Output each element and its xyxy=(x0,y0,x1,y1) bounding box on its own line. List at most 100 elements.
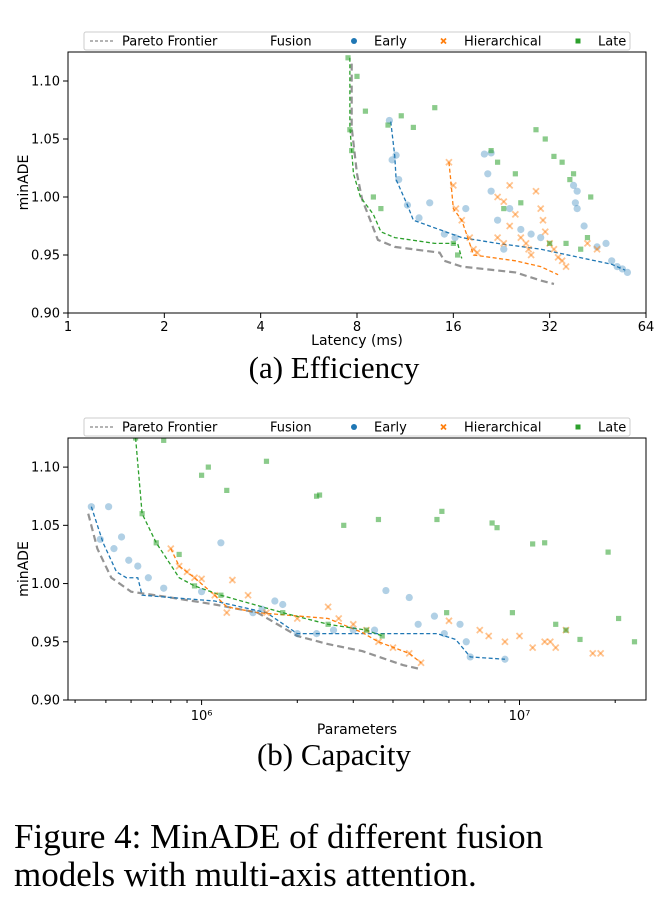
early-point xyxy=(451,234,459,242)
hierarchical-point xyxy=(405,649,413,658)
hierarchical-point xyxy=(449,181,457,190)
legend-fusion-label: Fusion xyxy=(270,421,312,436)
hierarchical-point xyxy=(558,257,566,265)
hierarchical-point xyxy=(506,222,514,230)
late-point xyxy=(410,124,416,130)
early-point xyxy=(426,199,434,207)
late-point xyxy=(542,540,548,546)
late-point xyxy=(570,171,577,177)
late-point xyxy=(363,627,370,633)
figure-caption-line-1: Figure 4: MinADE of different fusion xyxy=(14,817,543,856)
late-point xyxy=(432,105,438,111)
early-point xyxy=(415,214,423,222)
late-point xyxy=(379,633,385,639)
hierarchical-point xyxy=(293,614,301,623)
hierarchical-point xyxy=(501,638,509,646)
late-point xyxy=(191,583,198,589)
hierarchical-point xyxy=(211,591,219,599)
early-point xyxy=(440,230,448,238)
early-point xyxy=(258,605,266,613)
late-point xyxy=(605,549,611,555)
late-point xyxy=(280,610,286,616)
early-point xyxy=(96,535,104,543)
late-point xyxy=(518,200,524,206)
legend-late-swatch xyxy=(575,38,581,44)
legend-early-label: Early xyxy=(374,421,407,436)
late-point xyxy=(349,148,355,154)
late-point xyxy=(362,108,369,114)
late-point xyxy=(494,159,501,165)
late-point xyxy=(139,511,145,517)
late-point xyxy=(631,639,638,645)
early-point xyxy=(160,584,168,592)
hierarchical-point xyxy=(190,574,199,582)
hierarchical-point xyxy=(374,638,383,646)
early-point xyxy=(500,245,508,253)
x-axis-label: Latency (ms) xyxy=(311,333,403,349)
legend-late-label: Late xyxy=(598,35,626,50)
hierarchical-point xyxy=(506,181,514,190)
y-tick-label: 1.05 xyxy=(31,133,60,148)
hierarchical-point xyxy=(445,617,453,625)
late-point xyxy=(132,438,139,441)
early-point xyxy=(117,533,126,541)
late-point xyxy=(542,136,548,142)
efficiency-chart: 0.90 0.95 1.00 1.05 1.10 1 2 4 8 16 32 64 Latency (m… xyxy=(16,31,654,349)
early-point xyxy=(349,626,357,634)
late-point xyxy=(567,177,573,183)
late-point xyxy=(439,508,445,514)
hierarchical-point xyxy=(466,233,474,242)
y-tick-label: 1.00 xyxy=(31,577,60,592)
y-tick-label: 1.10 xyxy=(31,461,60,476)
late-point xyxy=(551,153,557,159)
late-point xyxy=(198,472,205,478)
legend-hierarchical-label: Hierarchical xyxy=(464,35,541,50)
capacity-chart: 0.90 0.95 1.00 1.05 1.10 10⁶ 10⁷ Parameters minA… xyxy=(16,417,647,738)
late-point xyxy=(375,516,382,523)
hierarchical-point xyxy=(541,638,549,646)
late-point xyxy=(501,206,507,212)
late-point xyxy=(588,194,594,200)
late-point xyxy=(224,487,230,493)
x-tick-label: 4 xyxy=(257,320,265,335)
early-point xyxy=(618,265,626,273)
y-tick-label: 1.05 xyxy=(31,519,60,534)
late-point xyxy=(385,122,391,128)
legend-early-swatch xyxy=(351,38,357,44)
legend-pareto-label: Pareto Frontier xyxy=(122,421,218,436)
y-tick-label: 0.90 xyxy=(31,307,60,322)
late-point xyxy=(153,540,159,546)
hierarchical-point xyxy=(493,193,502,201)
hierarchical-point xyxy=(593,245,601,253)
hierarchical-point xyxy=(583,239,592,248)
early-point xyxy=(388,156,396,164)
hierarchical-point xyxy=(244,591,252,599)
late-point xyxy=(509,610,516,616)
legend-hierarchical-swatch xyxy=(440,423,447,431)
y-tick-label: 0.95 xyxy=(31,635,60,650)
hierarchical-point xyxy=(597,649,605,658)
hierarchical-point xyxy=(546,638,554,646)
early-point xyxy=(569,181,578,189)
legend-early-label: Early xyxy=(374,35,407,50)
hierarchical-point xyxy=(458,216,466,224)
legend-early-swatch xyxy=(351,424,357,430)
y-axis-label: minADE xyxy=(16,541,32,597)
early-point xyxy=(312,630,321,638)
hierarchical-point xyxy=(550,245,558,253)
late-point xyxy=(434,516,440,523)
early-point xyxy=(623,268,632,276)
early-point xyxy=(506,205,514,213)
y-tick-label: 1.10 xyxy=(31,75,60,90)
late-point xyxy=(563,240,569,246)
early-point xyxy=(573,187,581,195)
early-point xyxy=(110,545,118,553)
y-tick-label: 0.95 xyxy=(31,249,60,264)
late-point xyxy=(354,73,360,79)
subcaption-capacity: (b) Capacity xyxy=(257,737,412,772)
x-tick-label: 32 xyxy=(541,320,558,335)
plot-area xyxy=(345,55,632,286)
early-point xyxy=(87,503,95,511)
early-point xyxy=(430,612,439,620)
axes-frame xyxy=(67,437,647,701)
